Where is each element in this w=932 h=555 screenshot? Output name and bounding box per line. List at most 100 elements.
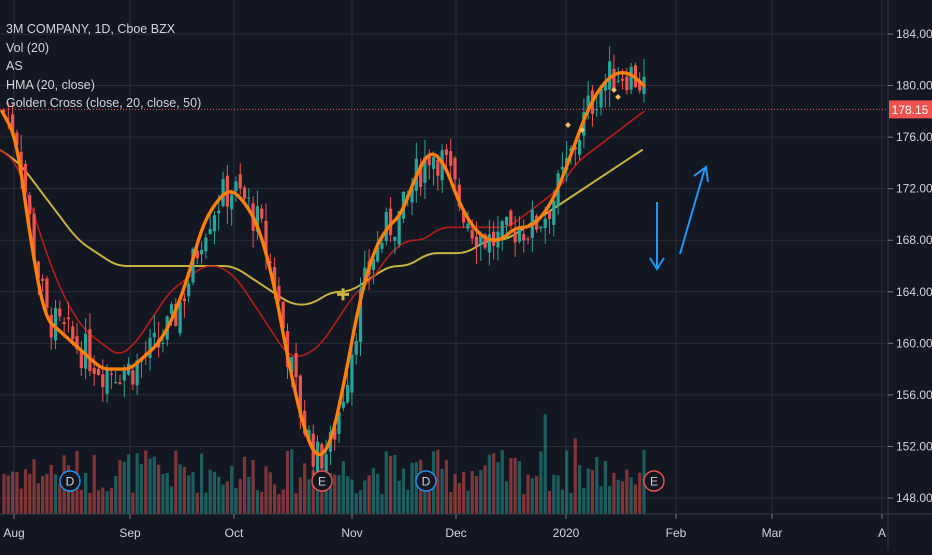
volume-bar — [560, 489, 564, 514]
volume-bar — [440, 468, 444, 514]
candle-body — [234, 181, 238, 192]
candle-body — [457, 184, 461, 207]
candle-body — [96, 368, 101, 375]
candle-body — [376, 242, 380, 262]
candle-body — [148, 337, 152, 359]
volume-bar — [135, 453, 139, 514]
candle-body — [487, 234, 491, 253]
y-tick-label: 180.00 — [896, 79, 932, 93]
ma20-path — [0, 110, 645, 358]
volume-bar — [15, 472, 19, 514]
volume-bar — [19, 488, 23, 514]
hma-line — [0, 70, 646, 457]
volume-bar — [225, 481, 229, 514]
candle-body — [298, 375, 302, 418]
volume-bar — [629, 477, 633, 514]
volume-bar — [380, 493, 384, 514]
volume-bar — [479, 470, 483, 514]
y-tick-label: 164.00 — [896, 285, 932, 299]
volume-bar — [53, 474, 58, 514]
volume-bar — [530, 478, 534, 514]
volume-bar — [500, 450, 504, 514]
candle-body — [66, 317, 71, 320]
y-tick-label: 152.00 — [896, 439, 932, 453]
volume-bar — [358, 490, 363, 514]
volume-bar — [101, 487, 105, 514]
volume-bar — [371, 468, 375, 514]
candle-body — [118, 382, 122, 385]
up-arrow — [679, 167, 706, 255]
volume-bar — [285, 450, 290, 514]
candle-body — [388, 208, 393, 236]
volume-bar — [303, 463, 307, 514]
candle-body — [479, 234, 483, 245]
candle-body — [577, 139, 582, 155]
volume-bar — [608, 486, 612, 514]
candle-body — [539, 226, 543, 229]
candle-body — [547, 211, 552, 219]
candle-body — [427, 154, 431, 166]
volume-bar — [45, 473, 49, 514]
candle-body — [444, 149, 449, 155]
candle-body — [341, 401, 345, 408]
candle-body — [10, 114, 15, 136]
candle-body — [247, 197, 251, 199]
volume-bar — [543, 414, 547, 514]
volume-bar — [2, 474, 6, 514]
volume-bar — [96, 490, 101, 514]
legend-vol: Vol (20) — [6, 40, 50, 55]
candle-body — [75, 336, 79, 350]
volume-bar — [367, 475, 371, 514]
last-price-tag — [889, 100, 932, 119]
candle-body — [552, 200, 556, 225]
candle-body — [393, 236, 397, 241]
candle-body — [88, 329, 92, 372]
candle-body — [260, 208, 264, 219]
candle-body — [212, 215, 217, 232]
y-tick-label: 148.00 — [896, 491, 932, 505]
candle-body — [500, 221, 504, 240]
volume-bar — [504, 481, 509, 514]
candle-body — [315, 441, 320, 473]
volume-bar — [28, 473, 32, 514]
candle-body — [114, 382, 118, 384]
volume-bar — [509, 458, 513, 514]
volume-bar — [298, 477, 302, 514]
volume-bar — [307, 479, 311, 514]
volume-bar — [346, 476, 350, 514]
volume-bar — [221, 484, 225, 514]
volume-bar — [178, 464, 182, 514]
volume-bar — [474, 475, 479, 514]
event-marker — [643, 470, 665, 492]
candle-body — [346, 384, 350, 403]
volume-bar — [487, 454, 491, 514]
chart-legend: 3M COMPANY, 1D, Cboe BZX Vol (20) AS HMA… — [6, 20, 201, 113]
volume-bar — [341, 461, 345, 514]
x-tick-label: Mar — [762, 526, 783, 540]
candle-body — [290, 356, 294, 373]
volume-bar — [595, 456, 599, 514]
candle-body — [221, 179, 225, 207]
x-tick-label: Aug — [3, 526, 24, 540]
volume-bar — [638, 472, 642, 514]
candle-body — [449, 151, 453, 166]
volume-bar — [483, 465, 487, 514]
volume-bar — [264, 466, 268, 514]
event-marker — [311, 470, 333, 492]
event-marker-label: E — [318, 475, 326, 489]
y-axis: 148.00 152.00 156.00 160.00 164.00 168.00 172.… — [887, 0, 932, 550]
candle-body — [337, 412, 341, 434]
ma20-line — [0, 110, 645, 358]
candle-body — [187, 283, 191, 297]
volume-bar — [324, 470, 328, 514]
volume-bar — [169, 486, 174, 514]
candle-body — [466, 223, 470, 229]
volume-bar — [457, 483, 461, 514]
candle-body — [620, 78, 625, 81]
candle-body — [152, 332, 156, 338]
y-tick-label: 172.00 — [896, 182, 932, 196]
volume-bar — [470, 471, 474, 514]
volume-bar — [397, 480, 401, 514]
